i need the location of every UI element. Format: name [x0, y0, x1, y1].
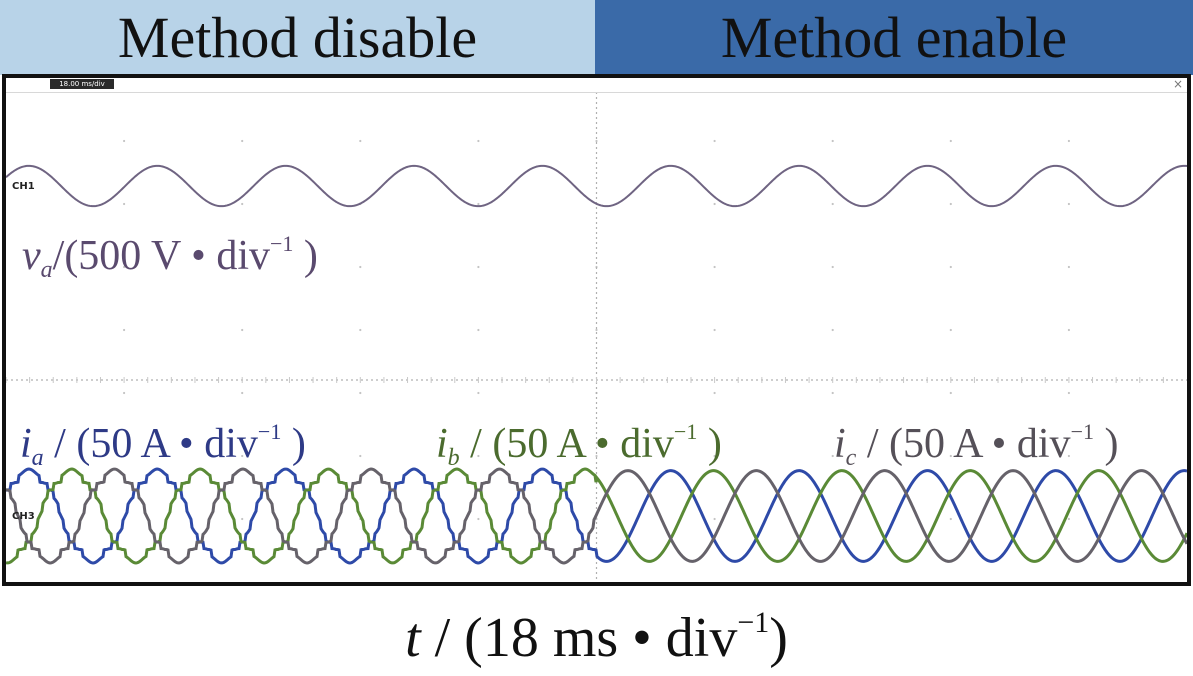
grid-dot: [949, 454, 952, 458]
grid: [6, 92, 1187, 582]
grid-dot: [713, 517, 716, 521]
grid-dot: [949, 391, 952, 395]
close-icon[interactable]: ×: [1172, 77, 1183, 91]
method-disable-banner: Method disable: [0, 0, 595, 75]
grid-dot: [123, 328, 126, 332]
time-axis-label: t / (18 ms • div−1): [405, 606, 788, 669]
grid-dot: [241, 454, 244, 458]
method-enable-banner: Method enable: [595, 0, 1193, 75]
grid-dot: [831, 391, 834, 395]
oscilloscope-plot: [6, 92, 1187, 582]
grid-dot: [949, 139, 952, 143]
grid-dot: [1067, 328, 1070, 332]
scope-status-bar: 18.00 ms/div ×: [6, 77, 1187, 93]
grid-dot: [831, 202, 834, 206]
grid-dot: [123, 265, 126, 269]
grid-dot: [713, 328, 716, 332]
grid-dot: [949, 265, 952, 269]
grid-dot: [949, 202, 952, 206]
grid-dot: [595, 139, 598, 143]
method-disable-label: Method disable: [117, 4, 478, 70]
ia-label: ia / (50 A • div−1 ): [20, 419, 306, 471]
grid-dot: [241, 139, 244, 143]
grid-dot: [1067, 139, 1070, 143]
grid-dot: [831, 139, 834, 143]
grid-dot: [123, 139, 126, 143]
ch1-marker: CH1: [12, 181, 35, 192]
grid-dot: [831, 328, 834, 332]
grid-dot: [831, 265, 834, 269]
grid-dot: [949, 517, 952, 521]
grid-dot: [477, 517, 480, 521]
grid-dot: [359, 265, 362, 269]
grid-dot: [1067, 265, 1070, 269]
grid-dot: [713, 139, 716, 143]
ic-trace: [6, 467, 1187, 565]
grid-dot: [949, 328, 952, 332]
ib-label: ib / (50 A • div−1 ): [436, 419, 722, 471]
grid-dot: [713, 454, 716, 458]
va-label: va/(500 V • div−1 ): [22, 231, 318, 283]
grid-dot: [713, 391, 716, 395]
grid-dot: [1067, 202, 1070, 206]
grid-dot: [477, 328, 480, 332]
grid-dot: [123, 202, 126, 206]
grid-dot: [477, 139, 480, 143]
grid-dot: [123, 391, 126, 395]
ch3-marker: CH3: [12, 511, 35, 522]
grid-dot: [1067, 454, 1070, 458]
grid-dot: [713, 265, 716, 269]
oscilloscope-screen: 18.00 ms/div × CH1 CH3 va/(500 V • div−1…: [2, 74, 1191, 586]
grid-dot: [241, 202, 244, 206]
grid-dot: [123, 454, 126, 458]
grid-dot: [359, 328, 362, 332]
grid-dot: [359, 139, 362, 143]
grid-dot: [477, 454, 480, 458]
method-enable-label: Method enable: [720, 4, 1068, 70]
grid-dot: [477, 391, 480, 395]
traces: [6, 164, 1187, 565]
grid-dot: [477, 202, 480, 206]
grid-dot: [595, 328, 598, 332]
ib-trace: [6, 467, 1187, 565]
timebase-readout: 18.00 ms/div: [50, 79, 114, 89]
grid-dot: [241, 391, 244, 395]
grid-dot: [359, 391, 362, 395]
va-trace: [6, 164, 1187, 208]
grid-dot: [1067, 517, 1070, 521]
grid-dot: [241, 265, 244, 269]
grid-dot: [713, 202, 716, 206]
grid-dot: [595, 454, 598, 458]
grid-dot: [359, 454, 362, 458]
grid-dot: [241, 517, 244, 521]
grid-dot: [241, 328, 244, 332]
grid-dot: [1067, 391, 1070, 395]
ic-label: ic / (50 A • div−1 ): [834, 419, 1119, 471]
grid-dot: [831, 454, 834, 458]
grid-dot: [477, 265, 480, 269]
